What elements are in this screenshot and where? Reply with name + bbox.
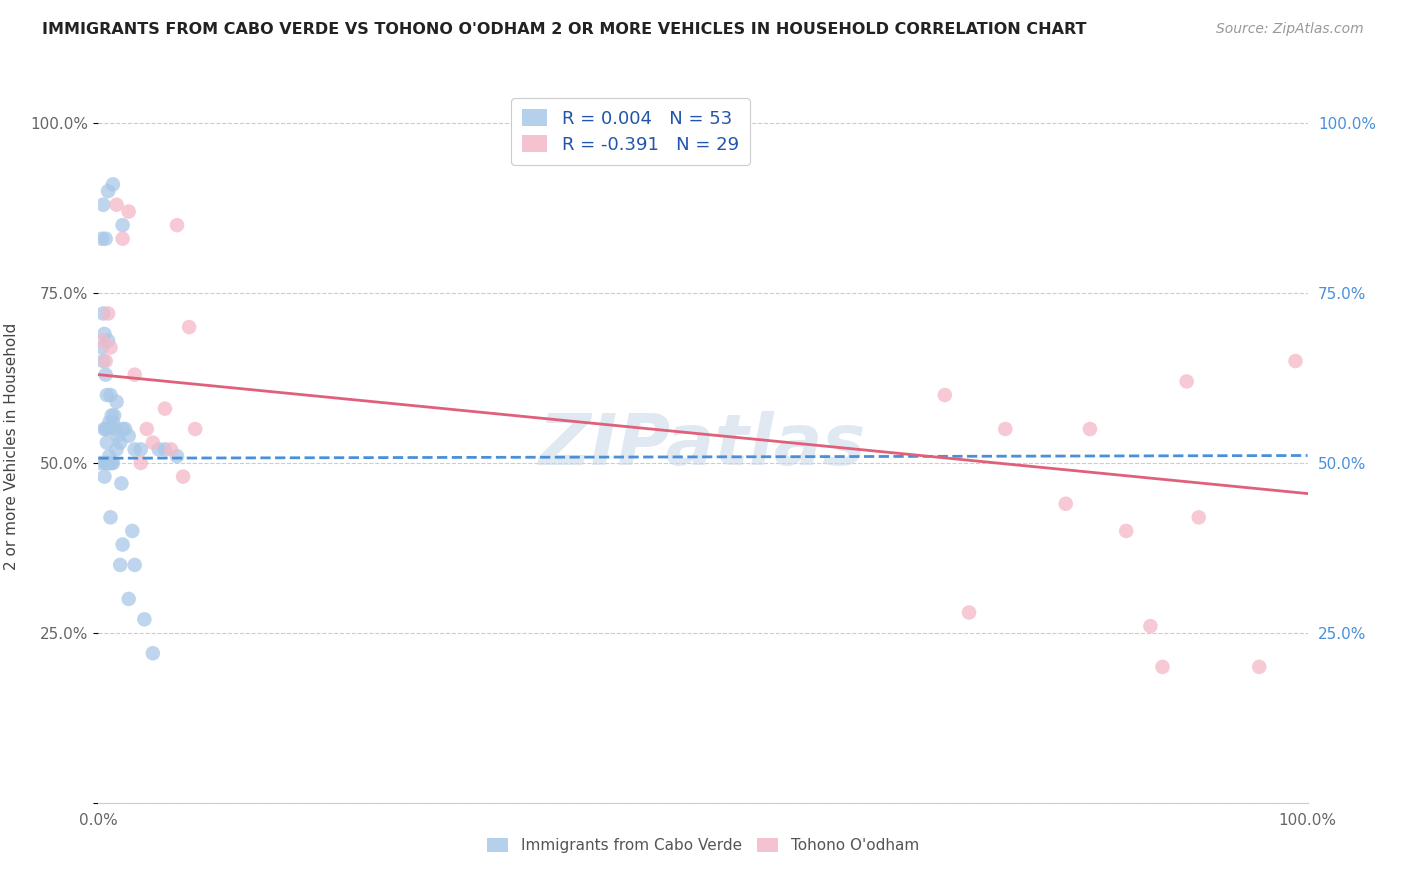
Point (105, 442, 128, 457)
Point (101, 456, 124, 470)
Point (934, 388, 956, 402)
Point (100, 456, 122, 470)
Point (98, 449, 121, 463)
Point (1078, 422, 1101, 436)
Point (91, 198, 114, 212)
Point (101, 415, 124, 429)
Point (91, 341, 114, 355)
Point (111, 537, 134, 551)
Point (111, 232, 134, 246)
Point (108, 558, 131, 572)
Point (96, 435, 118, 450)
Point (166, 449, 188, 463)
Point (105, 198, 128, 212)
Point (135, 422, 157, 436)
Point (153, 442, 176, 457)
Point (100, 388, 122, 402)
Point (97, 184, 120, 198)
Point (97, 456, 120, 470)
Point (1152, 660, 1174, 674)
Point (90, 456, 112, 470)
Point (994, 422, 1017, 436)
Point (100, 456, 122, 470)
Point (184, 422, 207, 436)
Point (121, 524, 143, 538)
Y-axis label: 2 or more Vehicles in Household: 2 or more Vehicles in Household (4, 322, 18, 570)
Point (94, 456, 117, 470)
Point (1139, 619, 1161, 633)
Point (1054, 497, 1077, 511)
Point (93, 469, 115, 483)
Point (100, 341, 122, 355)
Point (1115, 524, 1137, 538)
Text: ZIPatlas: ZIPatlas (540, 411, 866, 481)
Point (96, 456, 118, 470)
Point (111, 422, 134, 436)
Point (94, 232, 117, 246)
Point (118, 204, 141, 219)
Point (129, 456, 152, 470)
Point (94, 354, 117, 368)
Point (957, 606, 980, 620)
Point (94, 368, 117, 382)
Point (1284, 354, 1306, 368)
Point (166, 218, 188, 232)
Point (124, 558, 146, 572)
Point (91, 306, 114, 320)
Point (179, 320, 201, 334)
Point (96, 388, 118, 402)
Text: IMMIGRANTS FROM CABO VERDE VS TOHONO O'ODHAM 2 OR MORE VEHICLES IN HOUSEHOLD COR: IMMIGRANTS FROM CABO VERDE VS TOHONO O'O… (42, 22, 1087, 37)
Point (93, 326, 115, 341)
Text: Source: ZipAtlas.com: Source: ZipAtlas.com (1216, 22, 1364, 37)
Point (97, 334, 120, 348)
Point (153, 401, 176, 416)
Point (142, 646, 165, 660)
Point (91, 232, 114, 246)
Point (129, 442, 152, 457)
Point (107, 429, 129, 443)
Point (172, 469, 194, 483)
Point (100, 409, 122, 423)
Point (105, 394, 128, 409)
Point (110, 476, 132, 491)
Point (94, 422, 117, 436)
Point (124, 442, 146, 457)
Point (91, 354, 114, 368)
Point (93, 422, 115, 436)
Point (114, 422, 136, 436)
Point (134, 612, 156, 626)
Point (101, 178, 124, 192)
Point (98, 415, 121, 429)
Point (142, 435, 165, 450)
Point (108, 435, 131, 450)
Point (1188, 510, 1211, 524)
Point (124, 368, 146, 382)
Point (1175, 375, 1198, 389)
Point (1249, 660, 1271, 674)
Point (100, 510, 122, 524)
Point (111, 218, 134, 232)
Point (148, 442, 170, 457)
Point (118, 429, 141, 443)
Point (118, 591, 141, 606)
Point (103, 409, 125, 423)
Point (160, 442, 183, 457)
Point (97, 422, 120, 436)
Point (91, 334, 114, 348)
Point (97, 306, 120, 320)
Point (104, 422, 127, 436)
Legend: Immigrants from Cabo Verde, Tohono O'odham: Immigrants from Cabo Verde, Tohono O'odh… (481, 831, 925, 859)
